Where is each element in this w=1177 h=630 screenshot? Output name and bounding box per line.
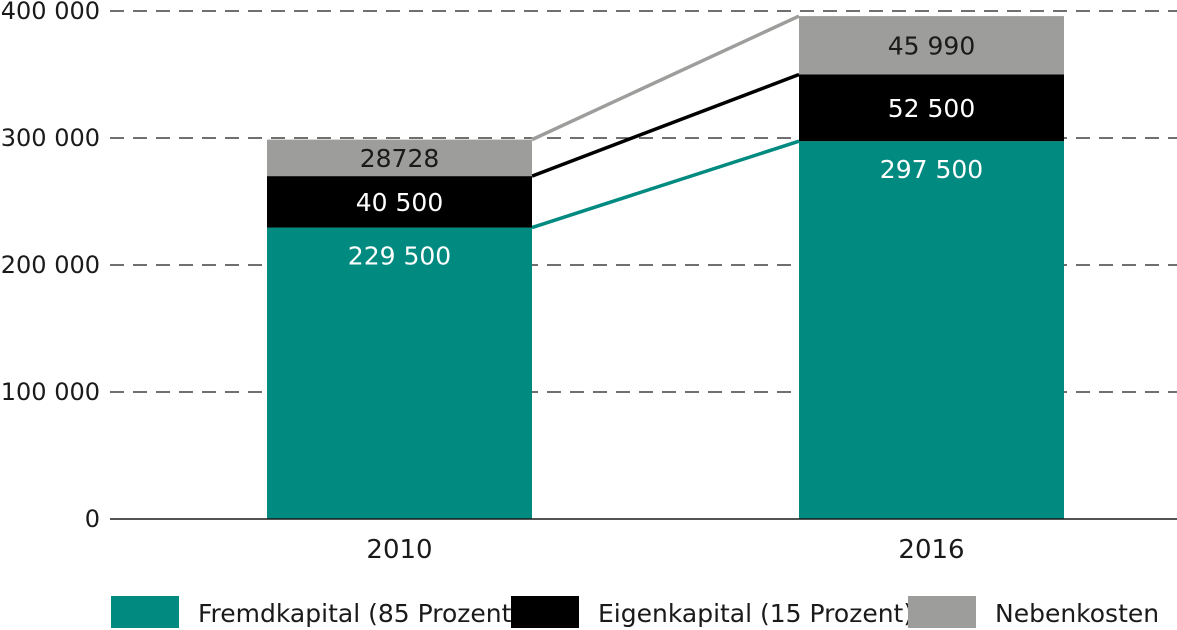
data-label: 45 990 [888, 31, 975, 60]
legend-label: Nebenkosten [995, 599, 1159, 628]
bar-segment [267, 176, 532, 228]
bar-segment [267, 227, 532, 519]
connector-line [531, 72, 800, 178]
y-tick-label: 200 000 [1, 251, 100, 279]
data-label: 229 500 [348, 242, 451, 271]
legend-label: Eigenkapital (15 Prozent) [598, 599, 913, 628]
x-tick-label: 2010 [366, 535, 432, 565]
data-label: 40 500 [356, 188, 443, 217]
y-tick-label: 300 000 [1, 124, 100, 152]
connector-line [531, 14, 800, 142]
x-tick-label: 2016 [898, 535, 964, 565]
bar-segment [799, 141, 1064, 520]
legend-swatch [111, 596, 179, 628]
bar-segment [267, 139, 532, 177]
data-label: 297 500 [880, 155, 983, 184]
axis-layer: 0 100 000 200 000 300 000 400 000 2010 2016 [1, 0, 1177, 565]
connector-line [531, 139, 800, 230]
bar-segment [799, 74, 1064, 142]
legend-swatch [511, 596, 579, 628]
bar-segment [799, 16, 1064, 75]
legend-label: Fremdkapital (85 Prozent) [198, 599, 521, 628]
connector-layer [531, 14, 800, 230]
legend: Fremdkapital (85 Prozent) Eigenkapital (1… [111, 596, 1159, 628]
data-label: 52 500 [888, 94, 975, 123]
y-tick-label: 0 [85, 505, 100, 533]
y-tick-label: 100 000 [1, 378, 100, 406]
bar-layer: 229 500 40 500 28728 297 500 52 500 45 990 [267, 16, 1064, 520]
y-tick-label: 400 000 [1, 0, 100, 25]
grid-layer [110, 10, 1177, 393]
data-label: 28728 [360, 144, 440, 173]
legend-swatch [908, 596, 976, 628]
